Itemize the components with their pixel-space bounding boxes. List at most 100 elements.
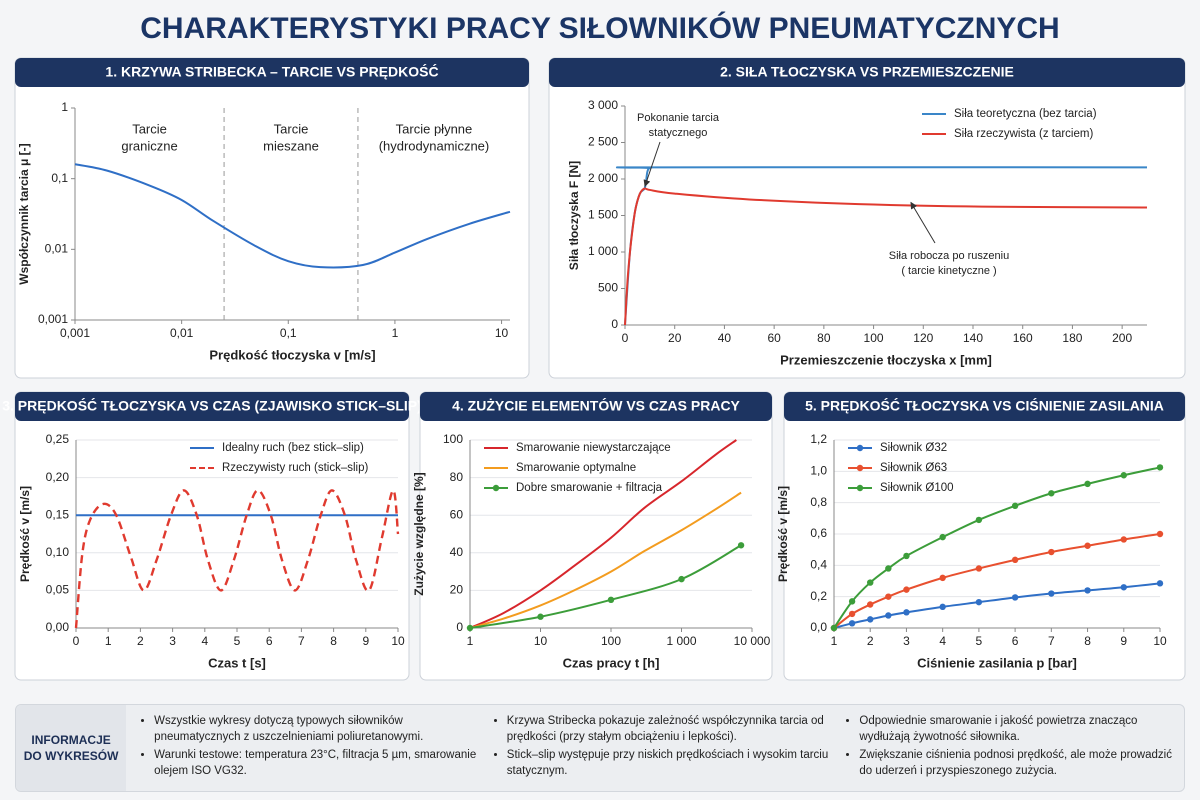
- y-tick-label: 60: [450, 507, 464, 521]
- y-axis-label: Współczynnik tarcia μ [-]: [17, 143, 31, 284]
- y-tick-label: 80: [450, 470, 464, 484]
- x-tick-label: 200: [1112, 331, 1132, 345]
- panel-title: 4. ZUŻYCIE ELEMENTÓW VS CZAS PRACY: [452, 397, 740, 414]
- region-label: Tarcie płynne: [396, 121, 473, 136]
- x-axis-label: Ciśnienie zasilania p [bar]: [917, 655, 1077, 670]
- annotation: Pokonanie tarcia: [637, 112, 720, 124]
- marker: [975, 516, 983, 524]
- marker: [903, 609, 910, 616]
- marker: [885, 612, 892, 619]
- x-tick-label: 2: [137, 634, 144, 648]
- x-axis-label: Prędkość tłoczyska v [m/s]: [209, 347, 375, 362]
- marker: [466, 624, 474, 632]
- info-label: INFORMACJE DO WYKRESÓW: [16, 705, 127, 791]
- y-axis-label: Zużycie względne [%]: [412, 472, 426, 595]
- panel-title: 3. PRĘDKOŚĆ TŁOCZYSKA VS CZAS (ZJAWISKO …: [2, 397, 422, 414]
- page-title: CHARAKTERYSTYKI PRACY SIŁOWNIKÓW PNEUMAT…: [140, 11, 1059, 45]
- legend-label: Siłownik Ø63: [880, 462, 947, 474]
- y-tick-label: 0,2: [810, 589, 827, 603]
- y-tick-label: 0,05: [46, 583, 70, 597]
- series-line: [469, 491, 742, 629]
- x-tick-label: 100: [864, 331, 884, 345]
- x-tick-label: 0: [622, 331, 629, 345]
- y-axis-label: Siła tłoczyska F [N]: [567, 161, 581, 270]
- marker: [939, 603, 946, 611]
- y-tick-label: 20: [450, 583, 464, 597]
- x-tick-label: 6: [266, 634, 273, 648]
- marker: [1084, 587, 1091, 594]
- marker: [1084, 542, 1091, 549]
- y-tick-label: 0,15: [46, 507, 70, 521]
- series-line: [74, 163, 511, 269]
- panel: [14, 57, 530, 379]
- info-bullet: Wszystkie wykresy dotyczą typowych siłow…: [154, 713, 479, 745]
- x-tick-label: 1 000: [666, 634, 696, 648]
- x-tick-label: 9: [362, 634, 369, 648]
- x-tick-label: 5: [976, 634, 983, 648]
- info-panel: INFORMACJE DO WYKRESÓW Wszystkie wykresy d…: [15, 704, 1185, 792]
- marker: [903, 552, 910, 560]
- info-label-line: DO WYKRESÓW: [23, 749, 119, 763]
- marker: [1011, 556, 1019, 564]
- region-label: (hydrodynamiczne): [379, 138, 490, 153]
- marker: [1048, 548, 1055, 556]
- x-tick-label: 0: [73, 634, 80, 648]
- y-tick-label: 0: [611, 317, 618, 331]
- info-bullet: Odpowiednie smarowanie i jakość powietrz…: [859, 713, 1184, 745]
- series-line: [624, 187, 1148, 326]
- region-label: mieszane: [263, 138, 319, 153]
- y-tick-label: 3 000: [588, 98, 618, 112]
- legend-marker: [856, 464, 864, 472]
- y-tick-label: 2 000: [588, 171, 618, 185]
- x-tick-label: 10: [391, 634, 405, 648]
- panel-title: 5. PRĘDKOŚĆ TŁOCZYSKA VS CIŚNIENIE ZASIL…: [805, 397, 1164, 414]
- panel-header: [15, 58, 529, 87]
- info-bullet: Zwiększanie ciśnienia podnosi prędkość, …: [859, 747, 1184, 779]
- x-tick-label: 120: [913, 331, 933, 345]
- marker: [975, 565, 983, 572]
- y-tick-label: 0,4: [810, 558, 827, 572]
- panel-header: [15, 392, 409, 421]
- x-axis-label: Czas t [s]: [208, 655, 266, 670]
- x-tick-label: 2: [867, 634, 874, 648]
- panel-header: [420, 392, 772, 421]
- annotation: ( tarcie kinetyczne ): [901, 265, 996, 277]
- marker: [537, 613, 544, 620]
- x-tick-label: 10 000: [734, 634, 771, 648]
- marker: [867, 601, 874, 608]
- legend-label: Idealny ruch (bez stick–slip): [222, 442, 364, 454]
- x-tick-label: 1: [392, 326, 399, 340]
- y-tick-label: 0,20: [46, 470, 70, 484]
- info-bullet: Krzywa Stribecka pokazuje zależność wspó…: [507, 713, 832, 745]
- y-tick-label: 0,0: [810, 620, 827, 634]
- y-tick-label: 1,2: [810, 432, 827, 446]
- marker: [848, 620, 856, 627]
- x-tick-label: 140: [963, 331, 983, 345]
- y-tick-label: 40: [450, 545, 464, 559]
- x-tick-label: 9: [1120, 634, 1127, 648]
- region-label: Tarcie: [274, 121, 309, 136]
- annotation-arrow: [910, 201, 936, 244]
- y-tick-label: 0,00: [46, 620, 70, 634]
- marker: [885, 593, 892, 600]
- marker: [1048, 590, 1055, 597]
- info-label-line: INFORMACJE: [31, 733, 111, 747]
- series-line: [469, 439, 737, 629]
- panel-title: 1. KRZYWA STRIBECKA – TARCIE VS PRĘDKOŚĆ: [105, 63, 438, 80]
- marker: [885, 565, 892, 572]
- legend-label: Rzeczywisty ruch (stick–slip): [222, 462, 368, 474]
- x-tick-label: 80: [817, 331, 831, 345]
- x-axis-label: Czas pracy t [h]: [563, 655, 660, 670]
- marker: [1156, 580, 1164, 587]
- marker: [848, 610, 856, 618]
- y-tick-label: 2 500: [588, 135, 618, 149]
- marker: [607, 596, 615, 603]
- y-tick-label: 1 000: [588, 244, 618, 258]
- y-tick-label: 0,6: [810, 526, 827, 540]
- marker: [1120, 472, 1127, 479]
- dashboard: CHARAKTERYSTYKI PRACY SIŁOWNIKÓW PNEUMAT…: [2, 11, 1186, 681]
- x-tick-label: 8: [330, 634, 337, 648]
- marker: [737, 542, 745, 549]
- marker: [1120, 584, 1127, 591]
